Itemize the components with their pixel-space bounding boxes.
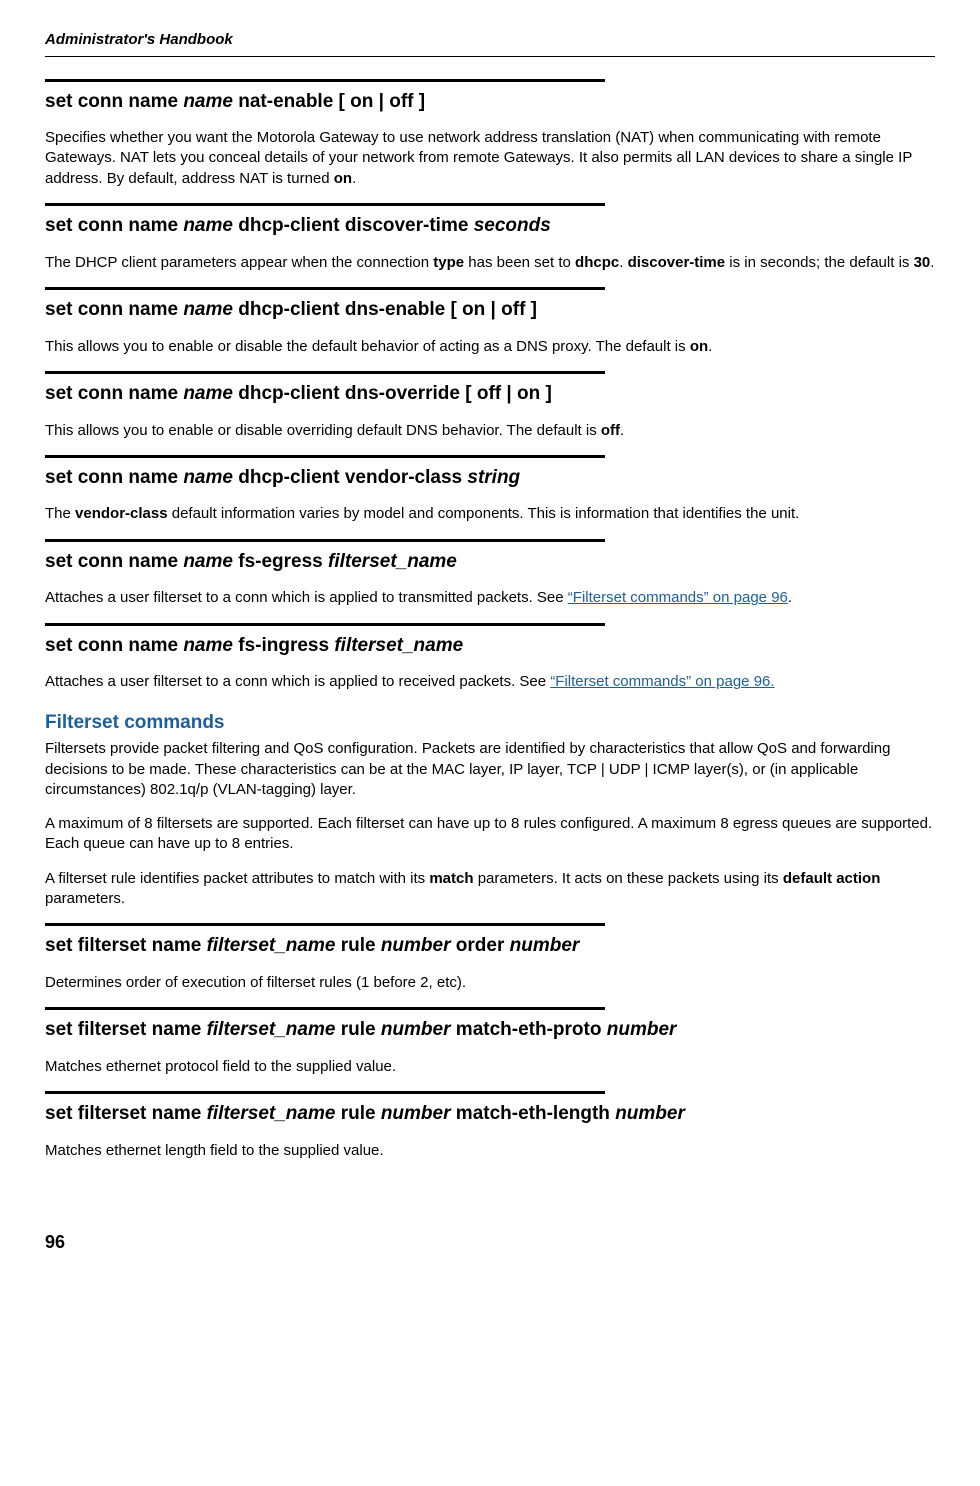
header-title: Administrator's Handbook	[45, 30, 935, 50]
filterset-link[interactable]: “Filterset commands” on page 96.	[550, 673, 774, 690]
command-rule	[45, 287, 605, 290]
header-rule	[45, 56, 935, 57]
command-description: The vendor-class default information var…	[45, 504, 935, 524]
command-description: Matches ethernet protocol field to the s…	[45, 1057, 935, 1077]
section-paragraph: Filtersets provide packet filtering and …	[45, 739, 935, 800]
command-heading: set conn name name dhcp-client dns-enabl…	[45, 298, 935, 323]
command-heading: set conn name name dhcp-client vendor-cl…	[45, 466, 935, 491]
command-description: The DHCP client parameters appear when t…	[45, 253, 935, 273]
command-description: Attaches a user filterset to a conn whic…	[45, 672, 935, 692]
filterset-link[interactable]: “Filterset commands” on page 96	[568, 589, 788, 606]
command-description: Matches ethernet length field to the sup…	[45, 1141, 935, 1161]
command-heading: set conn name name dhcp-client discover-…	[45, 214, 935, 239]
command-rule	[45, 203, 605, 206]
command-rule	[45, 623, 605, 626]
section-title: Filterset commands	[45, 711, 935, 736]
command-description: Determines order of execution of filters…	[45, 973, 935, 993]
command-heading: set filterset name filterset_name rule n…	[45, 1018, 935, 1043]
command-description: Attaches a user filterset to a conn whic…	[45, 588, 935, 608]
section-paragraph: A filterset rule identifies packet attri…	[45, 869, 935, 910]
command-rule	[45, 1091, 605, 1094]
command-heading: set conn name name nat-enable [ on | off…	[45, 90, 935, 115]
command-description: This allows you to enable or disable the…	[45, 337, 935, 357]
command-rule	[45, 923, 605, 926]
command-description: Specifies whether you want the Motorola …	[45, 128, 935, 189]
page-number: 96	[45, 1231, 935, 1254]
command-rule	[45, 455, 605, 458]
command-heading: set filterset name filterset_name rule n…	[45, 934, 935, 959]
command-heading: set conn name name fs-egress filterset_n…	[45, 550, 935, 575]
command-heading: set filterset name filterset_name rule n…	[45, 1102, 935, 1127]
command-heading: set conn name name fs-ingress filterset_…	[45, 634, 935, 659]
command-rule	[45, 539, 605, 542]
command-rule	[45, 371, 605, 374]
command-rule	[45, 1007, 605, 1010]
command-rule	[45, 79, 605, 82]
section-paragraph: A maximum of 8 filtersets are supported.…	[45, 814, 935, 855]
command-heading: set conn name name dhcp-client dns-overr…	[45, 382, 935, 407]
command-description: This allows you to enable or disable ove…	[45, 421, 935, 441]
